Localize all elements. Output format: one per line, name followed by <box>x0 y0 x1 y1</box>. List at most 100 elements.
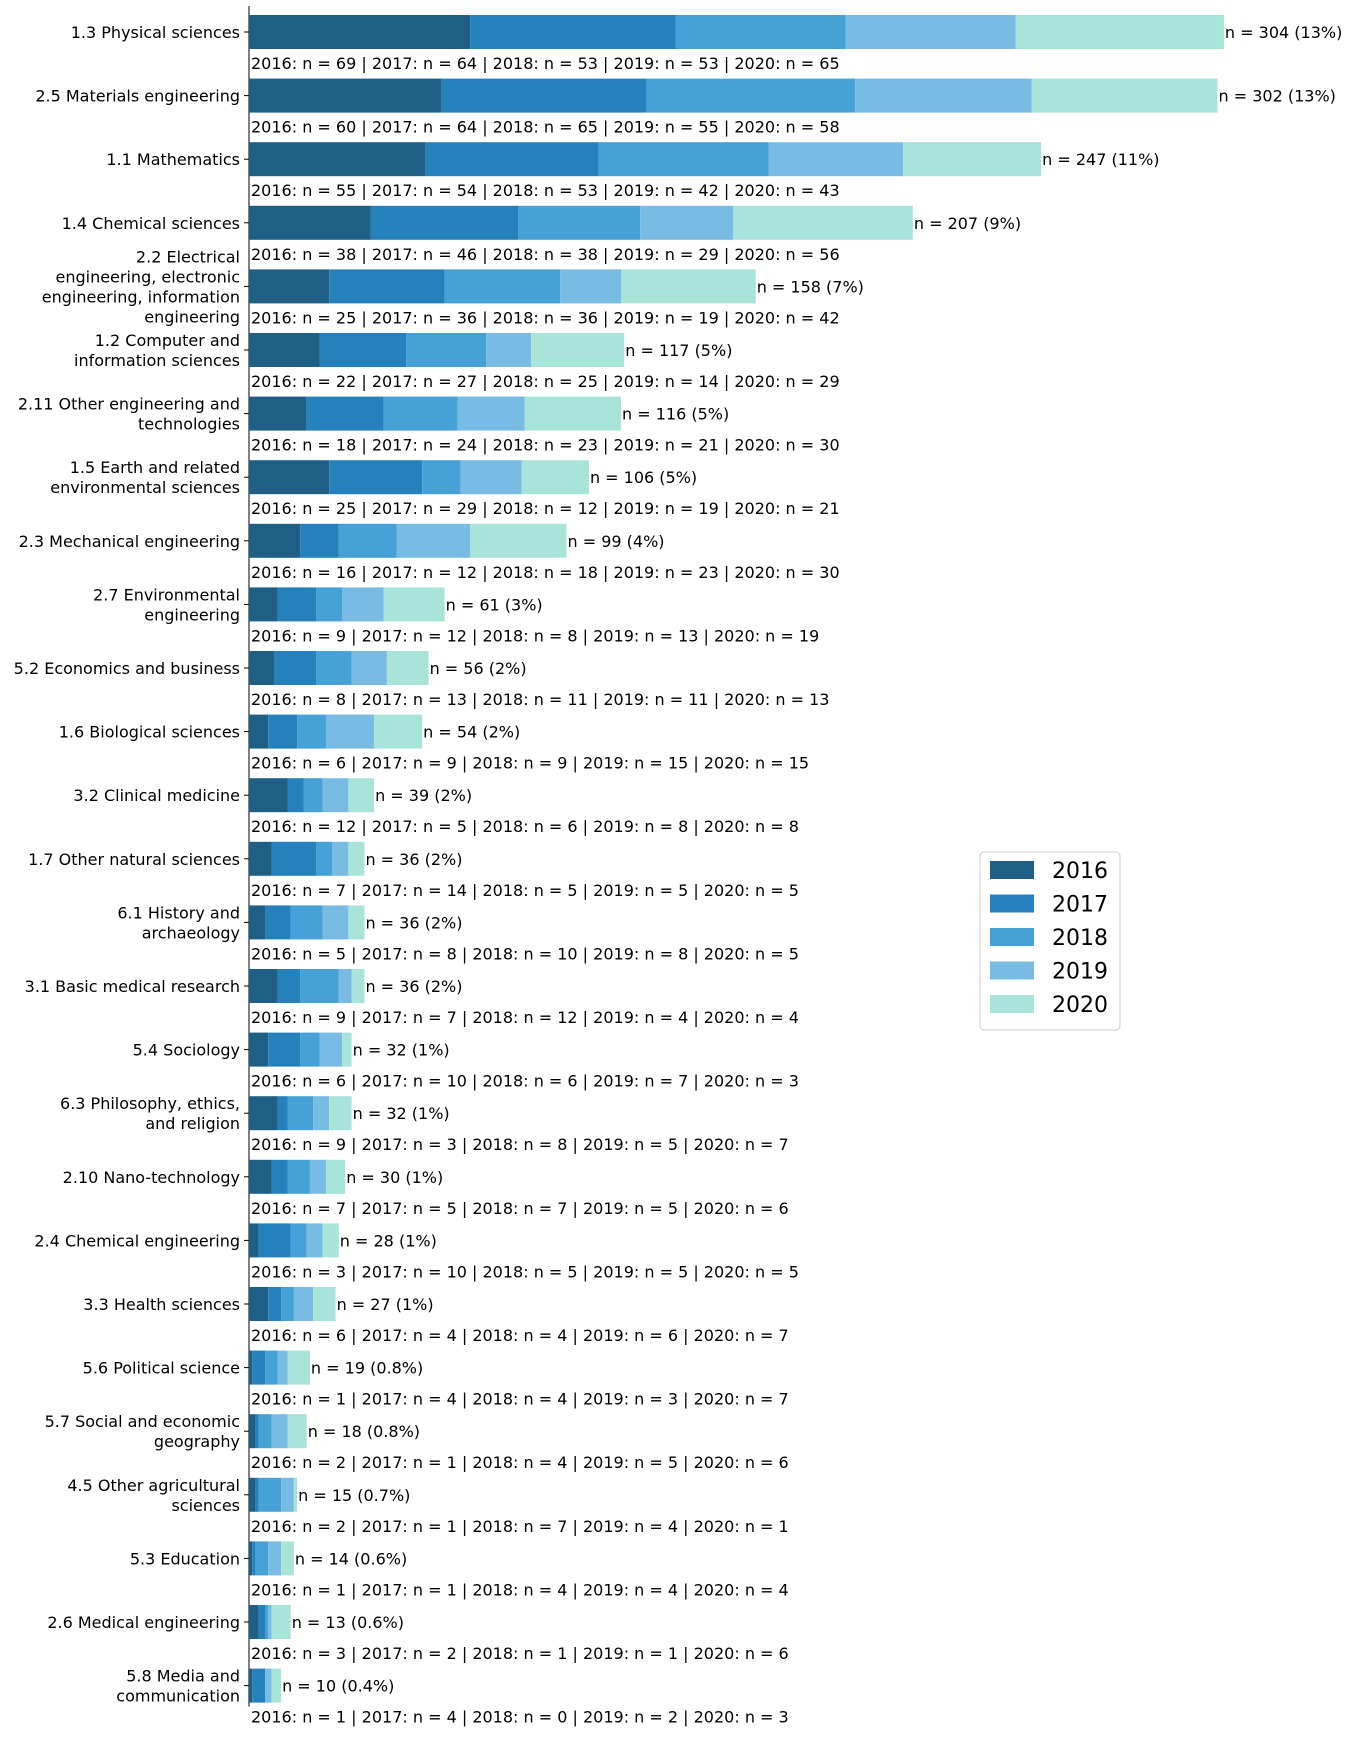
bar-segment-2017 <box>277 969 301 1003</box>
bar-segment-2016 <box>249 142 426 177</box>
bar-segment-2016 <box>249 205 371 240</box>
bar-total-label: n = 15 (0.7%) <box>298 1486 410 1505</box>
category-label: 1.6 Biological sciences <box>59 723 240 742</box>
bar-total-label: n = 36 (2%) <box>365 977 462 996</box>
bar-total-label: n = 18 (0.8%) <box>308 1422 420 1441</box>
bar-segment-2020 <box>351 969 365 1003</box>
bar-detail-label: 2016: n = 6 | 2017: n = 4 | 2018: n = 4 … <box>251 1326 789 1345</box>
category-label: 2.6 Medical engineering <box>47 1613 240 1632</box>
category-label: 3.3 Health sciences <box>83 1295 240 1314</box>
bar-segment-2018 <box>646 78 856 113</box>
bar-detail-label: 2016: n = 7 | 2017: n = 14 | 2018: n = 5… <box>251 881 799 900</box>
bar-segment-2017 <box>258 1223 291 1258</box>
bar-segment-2018 <box>316 651 352 685</box>
bar-segment-2019 <box>486 333 532 367</box>
legend-swatch-2020 <box>990 995 1034 1013</box>
category-label: 5.7 Social and economic geography <box>45 1412 240 1451</box>
bar-segment-2019 <box>640 205 734 240</box>
bar-group-5: 1.2 Computer and information sciences n = … <box>74 331 840 391</box>
bar-segment-2018 <box>303 778 323 813</box>
category-label: 6.1 History and archaeology <box>117 903 240 942</box>
bar-segment-2018 <box>287 1096 314 1131</box>
bar-segment-2020 <box>1031 78 1218 113</box>
legend-label: 2017 <box>1052 893 1108 918</box>
bar-total-label: n = 247 (11%) <box>1042 150 1159 169</box>
bar-total-label: n = 207 (9%) <box>914 214 1021 233</box>
bar-segment-2018 <box>255 1541 269 1576</box>
bar-segment-2018 <box>300 969 339 1003</box>
bar-segment-2020 <box>383 587 445 622</box>
bar-total-label: n = 32 (1%) <box>353 1104 450 1123</box>
bar-group-4: 2.2 Electrical engineering, electronic eng… <box>42 247 864 327</box>
category-label: 5.6 Political science <box>83 1359 240 1378</box>
category-label: 2.3 Mechanical engineering <box>19 532 240 551</box>
bar-segment-2016 <box>249 1223 259 1258</box>
bar-segment-2017 <box>277 587 317 622</box>
bar-segment-2018 <box>338 523 397 558</box>
bar-segment-2019 <box>351 651 387 685</box>
bar-segment-2019 <box>560 269 622 304</box>
bar-segment-2018 <box>258 1414 272 1449</box>
bar-segment-2020 <box>470 523 567 558</box>
bar-group-25: 2.6 Medical engineering n = 13 (0.6%) 2016… <box>47 1605 789 1663</box>
bar-total-label: n = 36 (2%) <box>365 913 462 932</box>
bar-total-label: n = 304 (13%) <box>1225 23 1342 42</box>
bar-group-23: 4.5 Other agricultural sciences n = 15 (0.… <box>67 1476 788 1536</box>
bar-detail-label: 2016: n = 3 | 2017: n = 2 | 2018: n = 1 … <box>251 1644 789 1663</box>
bar-group-16: 5.4 Sociology n = 32 (1%) 2016: n = 6 | 20… <box>133 1032 799 1091</box>
bar-segment-2020 <box>322 1223 339 1258</box>
bar-detail-label: 2016: n = 1 | 2017: n = 1 | 2018: n = 4 … <box>251 1580 789 1599</box>
bar-segment-2020 <box>903 142 1042 177</box>
bar-segment-2017 <box>441 78 647 113</box>
bar-detail-label: 2016: n = 1 | 2017: n = 4 | 2018: n = 0 … <box>251 1708 789 1727</box>
bar-segment-2019 <box>306 1223 323 1258</box>
bar-total-label: n = 158 (7%) <box>757 277 864 296</box>
bar-segment-2019 <box>457 396 525 431</box>
bar-detail-label: 2016: n = 7 | 2017: n = 5 | 2018: n = 7 … <box>251 1199 789 1218</box>
bar-detail-label: 2016: n = 12 | 2017: n = 5 | 2018: n = 6… <box>251 817 799 836</box>
bar-detail-label: 2016: n = 3 | 2017: n = 10 | 2018: n = 5… <box>251 1262 799 1281</box>
bar-detail-label: 2016: n = 55 | 2017: n = 54 | 2018: n = … <box>251 181 840 200</box>
category-label: 5.2 Economics and business <box>14 659 240 678</box>
bar-total-label: n = 61 (3%) <box>446 595 543 614</box>
bar-segment-2017 <box>268 1287 282 1321</box>
bar-group-17: 6.3 Philosophy, ethics, and religion n = 3… <box>60 1094 789 1154</box>
bar-detail-label: 2016: n = 38 | 2017: n = 46 | 2018: n = … <box>251 245 840 264</box>
bar-segment-2017 <box>252 1541 256 1576</box>
bar-segment-2017 <box>252 1350 266 1385</box>
bar-segment-2018 <box>675 15 846 49</box>
bar-segment-2020 <box>374 714 423 749</box>
bar-detail-label: 2016: n = 9 | 2017: n = 3 | 2018: n = 8 … <box>251 1135 789 1154</box>
bar-segment-2016 <box>249 841 272 876</box>
bar-group-15: 3.1 Basic medical research n = 36 (2%) 201… <box>25 969 799 1027</box>
bar-segment-2017 <box>274 651 317 685</box>
bar-segment-2016 <box>249 396 307 431</box>
bar-segment-2019 <box>322 905 349 940</box>
bar-segment-2018 <box>406 333 487 367</box>
bar-segment-2016 <box>249 905 266 940</box>
bar-segment-2019 <box>332 841 349 876</box>
bar-segment-2019 <box>855 78 1032 113</box>
bar-segment-2016 <box>249 1159 272 1194</box>
bar-group-19: 2.4 Chemical engineering n = 28 (1%) 2016:… <box>34 1223 799 1281</box>
bar-segment-2017 <box>277 1096 288 1131</box>
bar-segment-2016 <box>249 269 330 304</box>
legend: 2016 2017 2018 2019 2020 <box>979 851 1121 1031</box>
bar-group-11: 1.6 Biological sciences n = 54 (2%) 2016: … <box>59 714 809 773</box>
bar-segment-2016 <box>249 523 301 558</box>
bar-segment-2017 <box>329 460 423 495</box>
bar-segment-2016 <box>249 1350 253 1385</box>
bar-segment-2020 <box>325 1159 346 1194</box>
bar-detail-label: 2016: n = 1 | 2017: n = 4 | 2018: n = 4 … <box>251 1390 789 1409</box>
bar-segment-2020 <box>348 778 375 813</box>
category-label: 4.5 Other agricultural sciences <box>67 1476 240 1515</box>
bar-segment-2020 <box>348 841 365 876</box>
bar-segment-2018 <box>287 1159 310 1194</box>
bar-total-label: n = 54 (2%) <box>423 723 520 742</box>
legend-swatch-2016 <box>990 861 1034 879</box>
bar-segment-2018 <box>290 905 323 940</box>
bar-segment-2018 <box>444 269 561 304</box>
bar-detail-label: 2016: n = 25 | 2017: n = 29 | 2018: n = … <box>251 499 840 518</box>
bar-detail-label: 2016: n = 2 | 2017: n = 1 | 2018: n = 4 … <box>251 1453 789 1472</box>
bar-total-label: n = 30 (1%) <box>346 1168 443 1187</box>
